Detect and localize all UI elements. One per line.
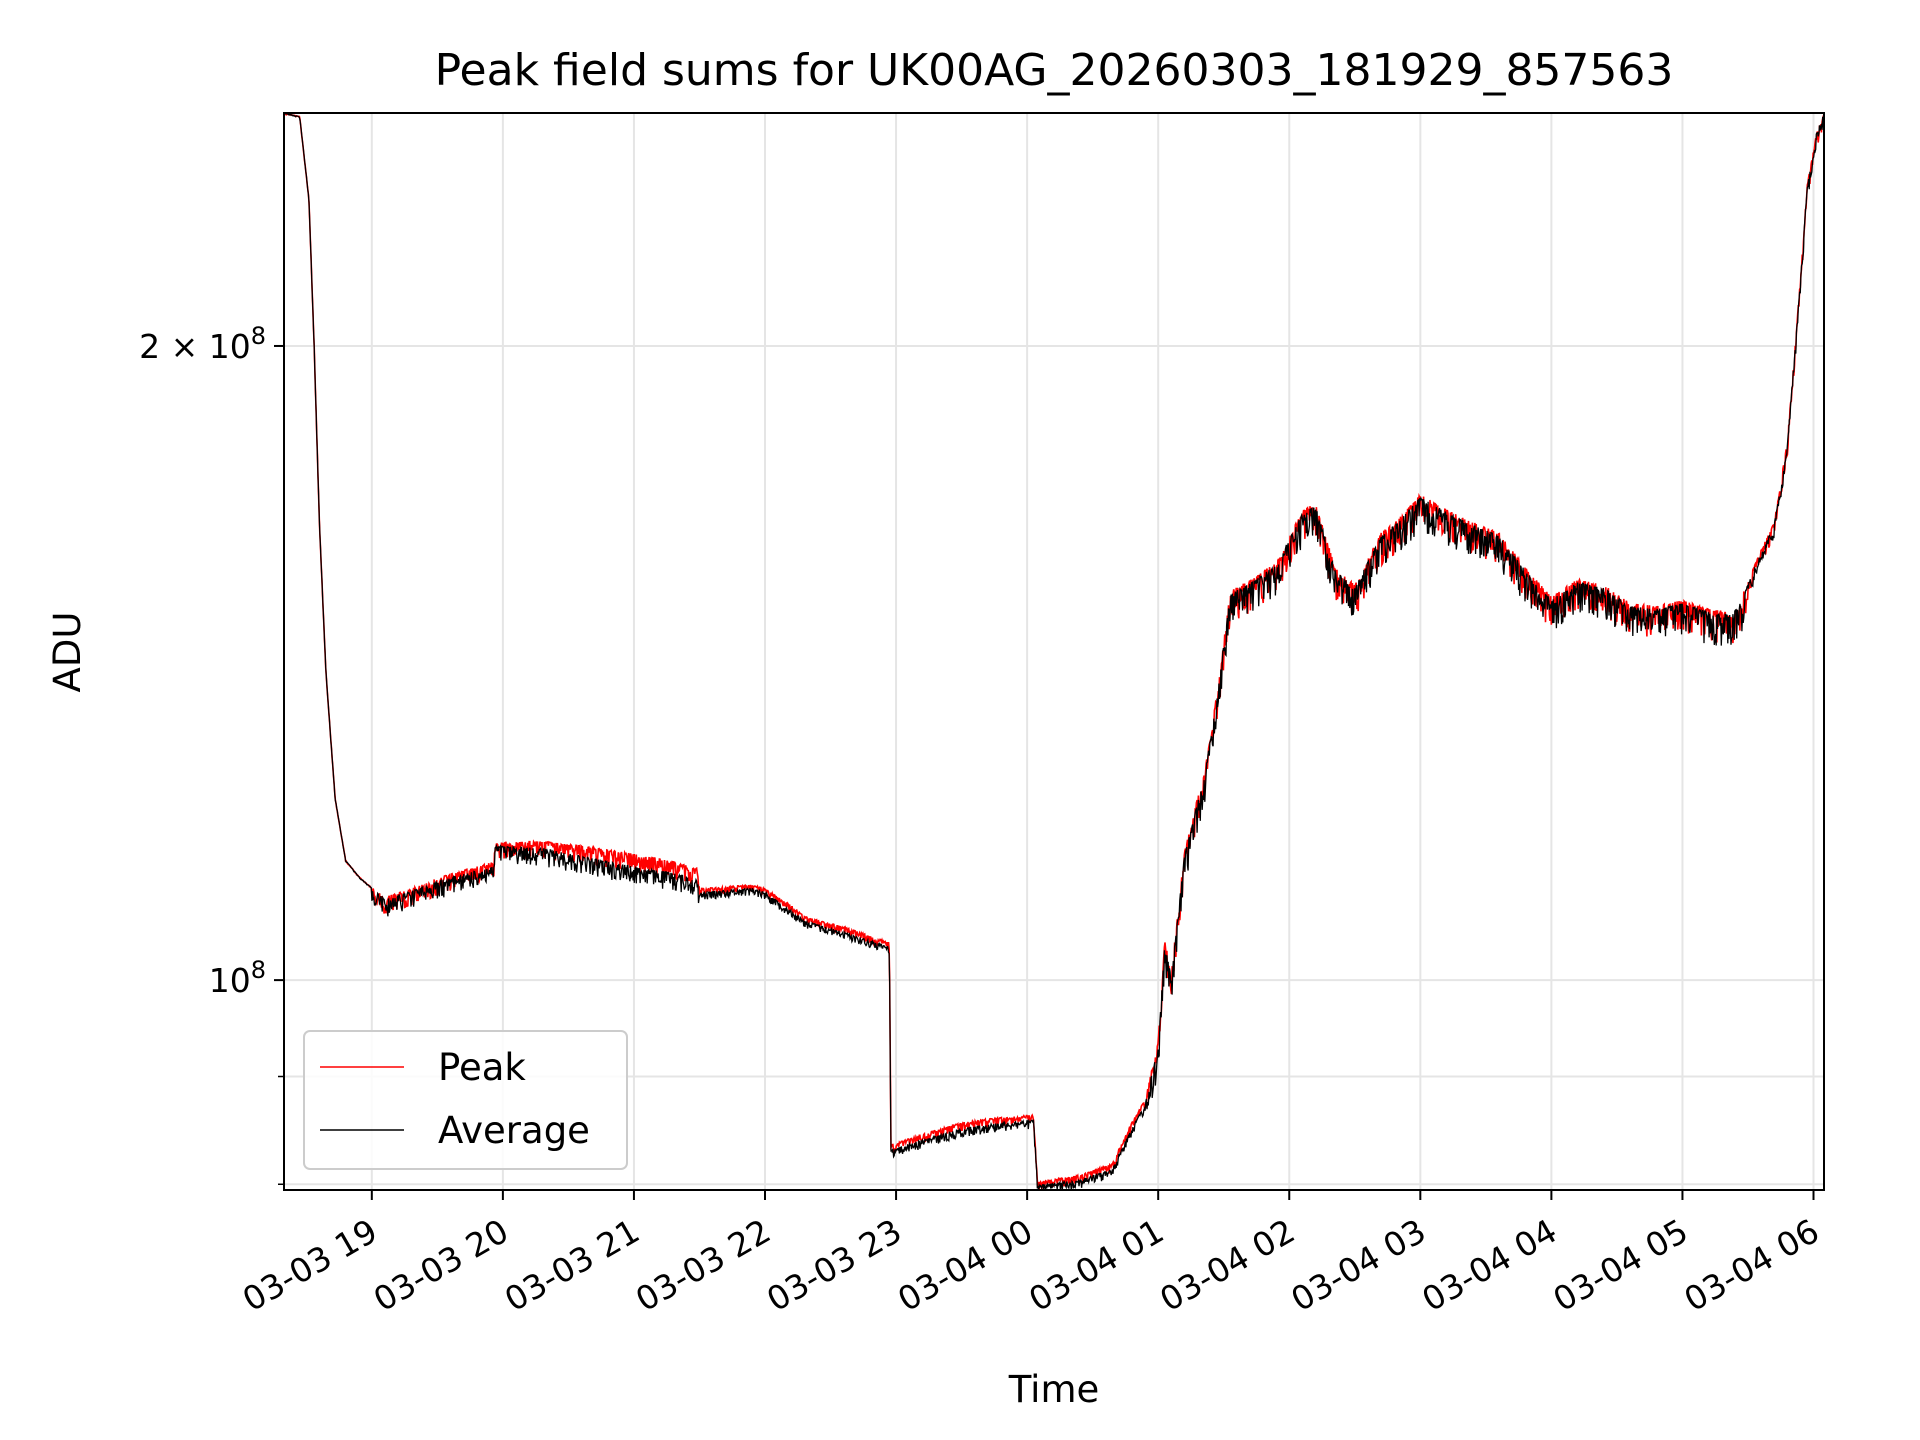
x-axis-label: Time bbox=[1008, 1368, 1100, 1411]
chart-title: Peak field sums for UK00AG_20260303_1819… bbox=[435, 45, 1674, 96]
legend-box bbox=[303, 1030, 628, 1170]
legend-average-label: Average bbox=[438, 1109, 590, 1152]
plot-frame bbox=[283, 112, 1825, 1191]
y-tick-label: 108 bbox=[209, 956, 266, 1000]
y-axis-label: ADU bbox=[46, 612, 89, 693]
y-tick-label: 2 × 108 bbox=[139, 322, 266, 366]
series-line-average bbox=[283, 112, 1825, 1191]
grid bbox=[284, 113, 1824, 1190]
legend: Peak Average bbox=[303, 1030, 628, 1170]
legend-peak-label: Peak bbox=[438, 1046, 526, 1089]
series-layer bbox=[283, 112, 1825, 1191]
